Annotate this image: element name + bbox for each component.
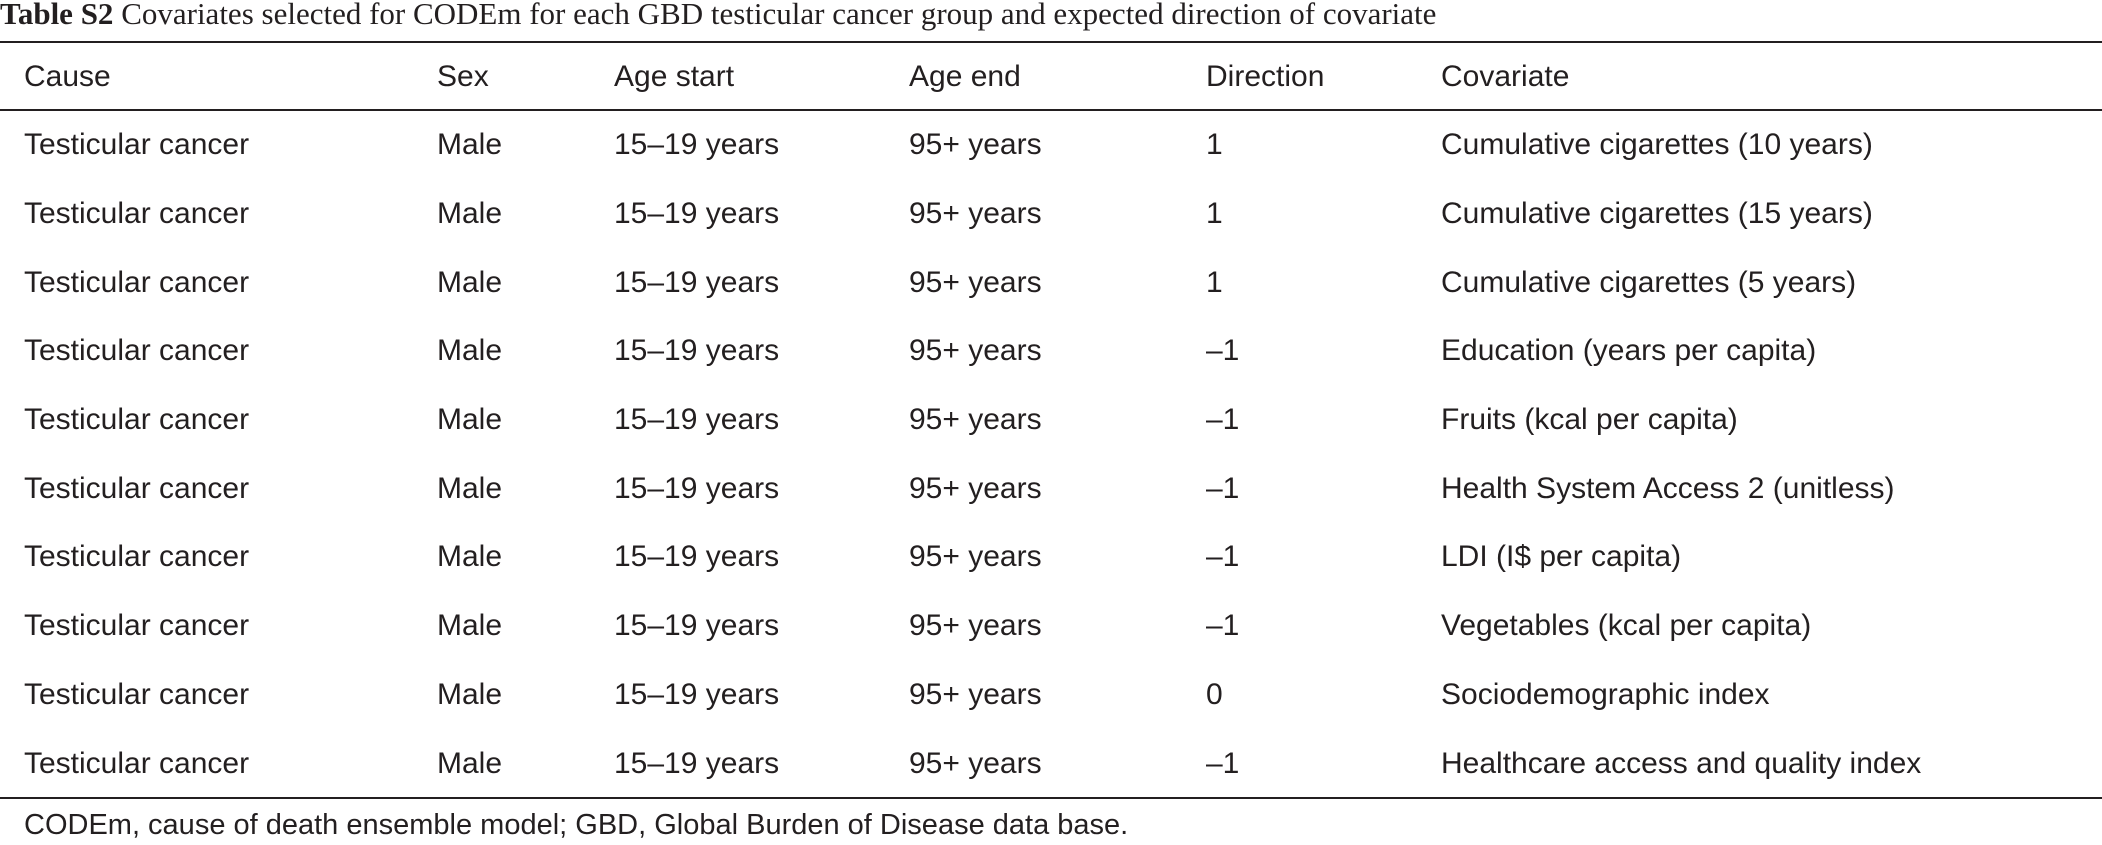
cell-age-end: 95+ years	[909, 746, 1042, 780]
cell-age-end: 95+ years	[909, 677, 1042, 711]
table-bottom-rule	[0, 797, 2102, 799]
cell-age-end: 95+ years	[909, 197, 1042, 231]
cell-age-end: 95+ years	[909, 265, 1042, 299]
column-header-age-start: Age start	[614, 60, 735, 93]
column-header-sex: Sex	[437, 60, 489, 93]
cell-covariate: LDI (I$ per capita)	[1441, 540, 1682, 574]
table-caption-text: Covariates selected for CODEm for each G…	[113, 0, 1437, 31]
cell-direction: 1	[1206, 128, 1223, 162]
cell-cause: Testicular cancer	[24, 403, 250, 437]
cell-age-end: 95+ years	[909, 609, 1042, 643]
table-header-rule	[0, 109, 2102, 111]
cell-sex: Male	[437, 128, 503, 162]
cell-direction: 0	[1206, 677, 1223, 711]
table-footnote: CODEm, cause of death ensemble model; GB…	[24, 809, 1129, 841]
cell-cause: Testicular cancer	[24, 471, 250, 505]
cell-sex: Male	[437, 677, 503, 711]
column-header-covariate: Covariate	[1441, 60, 1570, 93]
cell-cause: Testicular cancer	[24, 334, 250, 368]
cell-direction: 1	[1206, 265, 1223, 299]
cell-sex: Male	[437, 540, 503, 574]
cell-sex: Male	[437, 471, 503, 505]
cell-sex: Male	[437, 265, 503, 299]
table-row: Testicular cancer Male 15–19 years 95+ year…	[0, 661, 2102, 730]
table-header-row: Cause Sex Age start Age end Direction Co…	[0, 43, 2102, 111]
table-row: Testicular cancer Male 15–19 years 95+ year…	[0, 111, 2102, 180]
cell-covariate: Education (years per capita)	[1441, 334, 1817, 368]
column-header-cause: Cause	[24, 60, 111, 93]
table-row: Testicular cancer Male 15–19 years 95+ year…	[0, 180, 2102, 249]
cell-direction: 1	[1206, 197, 1223, 231]
table-caption: Table S2 Covariates selected for CODEm f…	[0, 0, 2102, 32]
cell-cause: Testicular cancer	[24, 265, 250, 299]
cell-sex: Male	[437, 403, 503, 437]
cell-covariate: Sociodemographic index	[1441, 677, 1770, 711]
cell-covariate: Cumulative cigarettes (10 years)	[1441, 128, 1873, 162]
cell-age-end: 95+ years	[909, 471, 1042, 505]
cell-age-start: 15–19 years	[614, 403, 780, 437]
cell-age-start: 15–19 years	[614, 128, 780, 162]
cell-cause: Testicular cancer	[24, 677, 250, 711]
cell-age-start: 15–19 years	[614, 677, 780, 711]
cell-direction: –1	[1206, 471, 1240, 505]
cell-covariate: Health System Access 2 (unitless)	[1441, 471, 1895, 505]
cell-direction: –1	[1206, 746, 1240, 780]
cell-age-end: 95+ years	[909, 128, 1042, 162]
column-header-direction: Direction	[1206, 60, 1325, 93]
cell-covariate: Fruits (kcal per capita)	[1441, 403, 1738, 437]
table-row: Testicular cancer Male 15–19 years 95+ year…	[0, 454, 2102, 523]
cell-age-start: 15–19 years	[614, 471, 780, 505]
cell-cause: Testicular cancer	[24, 609, 250, 643]
table-row: Testicular cancer Male 15–19 years 95+ year…	[0, 729, 2102, 798]
cell-age-start: 15–19 years	[614, 540, 780, 574]
table-row: Testicular cancer Male 15–19 years 95+ year…	[0, 523, 2102, 592]
cell-direction: –1	[1206, 540, 1240, 574]
table-caption-label: Table S2	[0, 0, 114, 31]
cell-sex: Male	[437, 609, 503, 643]
cell-direction: –1	[1206, 334, 1240, 368]
cell-covariate: Cumulative cigarettes (5 years)	[1441, 265, 1857, 299]
cell-covariate: Healthcare access and quality index	[1441, 746, 1922, 780]
cell-covariate: Cumulative cigarettes (15 years)	[1441, 197, 1873, 231]
table-row: Testicular cancer Male 15–19 years 95+ year…	[0, 317, 2102, 386]
cell-sex: Male	[437, 197, 503, 231]
table-row: Testicular cancer Male 15–19 years 95+ year…	[0, 248, 2102, 317]
cell-cause: Testicular cancer	[24, 197, 250, 231]
cell-age-end: 95+ years	[909, 403, 1042, 437]
cell-age-start: 15–19 years	[614, 265, 780, 299]
cell-age-start: 15–19 years	[614, 609, 780, 643]
covariates-table: Cause Sex Age start Age end Direction Co…	[0, 43, 2102, 798]
cell-cause: Testicular cancer	[24, 128, 250, 162]
cell-covariate: Vegetables (kcal per capita)	[1441, 609, 1812, 643]
cell-sex: Male	[437, 746, 503, 780]
cell-age-end: 95+ years	[909, 334, 1042, 368]
cell-sex: Male	[437, 334, 503, 368]
table-top-rule	[0, 41, 2102, 43]
cell-age-start: 15–19 years	[614, 746, 780, 780]
table-row: Testicular cancer Male 15–19 years 95+ year…	[0, 386, 2102, 455]
cell-age-end: 95+ years	[909, 540, 1042, 574]
table-body: Testicular cancer Male 15–19 years 95+ year…	[0, 111, 2102, 798]
cell-age-start: 15–19 years	[614, 197, 780, 231]
cell-direction: –1	[1206, 609, 1240, 643]
cell-cause: Testicular cancer	[24, 540, 250, 574]
cell-cause: Testicular cancer	[24, 746, 250, 780]
column-header-age-end: Age end	[909, 60, 1021, 93]
cell-age-start: 15–19 years	[614, 334, 780, 368]
table-row: Testicular cancer Male 15–19 years 95+ year…	[0, 592, 2102, 661]
cell-direction: –1	[1206, 403, 1240, 437]
